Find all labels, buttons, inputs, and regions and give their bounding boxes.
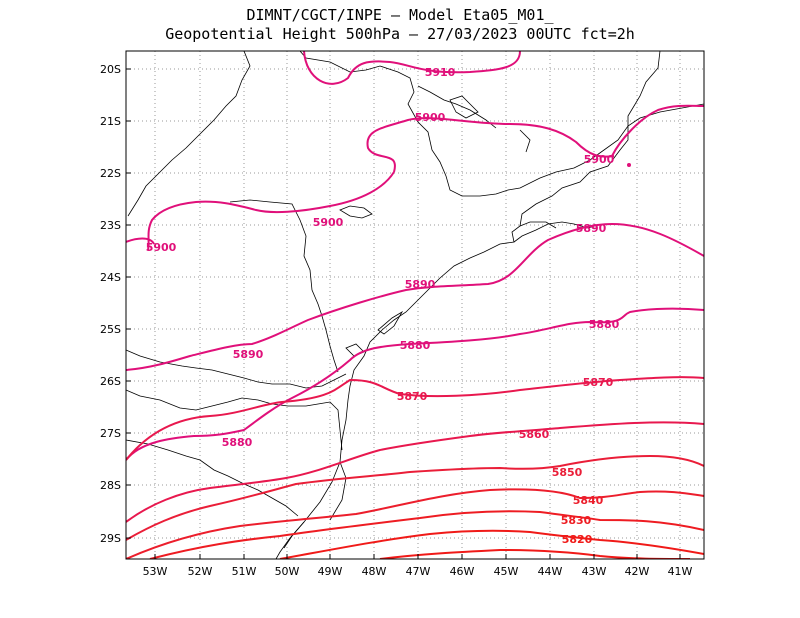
map-title-line-1: DIMNT/CGCT/INPE – Model Eta05_M01_	[246, 6, 554, 24]
contour-label: 5840	[573, 494, 604, 507]
contour-label: 5820	[562, 533, 593, 546]
lat-label: 24S	[100, 271, 121, 284]
contour-5810	[379, 548, 691, 559]
contour-label: 5890	[405, 278, 436, 291]
lat-label: 21S	[100, 115, 121, 128]
lon-label: 51W	[232, 565, 257, 578]
contour-label: 5900	[584, 153, 615, 166]
longitude-labels: 53W 52W 51W 50W 49W 48W 47W 46W 45W 44W …	[143, 565, 693, 578]
lon-label: 46W	[450, 565, 475, 578]
lon-label: 47W	[406, 565, 431, 578]
contour-label: 5880	[222, 436, 253, 449]
contour-5850	[126, 454, 704, 541]
contour-5870	[126, 376, 704, 461]
contour-5900-east	[611, 104, 704, 157]
height-contours	[126, 51, 704, 559]
lon-label: 52W	[188, 565, 213, 578]
contour-label: 5900	[146, 241, 177, 254]
contour-labels: 5910 5900 5900 5900 5900 5890 5890 5890 …	[146, 66, 620, 546]
contour-label: 5880	[589, 318, 620, 331]
contour-label: 5870	[583, 376, 614, 389]
contour-label: 5890	[576, 222, 607, 235]
lat-label: 26S	[100, 375, 121, 388]
lon-label: 42W	[625, 565, 650, 578]
contour-label: 5880	[400, 339, 431, 352]
map-title-line-2: Geopotential Height 500hPa – 27/03/2023 …	[165, 25, 635, 43]
plot-frame	[125, 50, 705, 560]
lon-label: 44W	[538, 565, 563, 578]
lat-label: 27S	[100, 427, 121, 440]
lon-label: 49W	[318, 565, 343, 578]
lat-label: 29S	[100, 532, 121, 545]
contour-5900-west	[126, 237, 155, 245]
contour-label: 5900	[415, 111, 446, 124]
contour-5860	[126, 421, 704, 523]
lon-label: 53W	[143, 565, 168, 578]
contour-5900-loop	[366, 117, 615, 173]
lat-label: 28S	[100, 479, 121, 492]
contour-label: 5910	[425, 66, 456, 79]
lat-label: 23S	[100, 219, 121, 232]
lon-label: 45W	[494, 565, 519, 578]
lon-label: 50W	[275, 565, 300, 578]
contour-label: 5830	[561, 514, 592, 527]
latitude-labels: 20S 21S 22S 23S 24S 25S 26S 27S 28S 29S	[100, 63, 121, 545]
contour-label: 5860	[519, 428, 550, 441]
contour-5910	[303, 51, 521, 85]
lon-label: 43W	[582, 565, 607, 578]
lon-label: 48W	[362, 565, 387, 578]
coastline-and-borders	[126, 51, 704, 559]
marker-dot	[627, 163, 631, 167]
contour-5900-north	[147, 171, 395, 251]
contour-5820	[279, 529, 704, 559]
axis-ticks	[126, 68, 681, 559]
contour-5840	[126, 488, 704, 559]
contour-5890	[126, 222, 704, 371]
graticule	[126, 51, 704, 559]
lat-label: 20S	[100, 63, 121, 76]
lon-label: 41W	[668, 565, 693, 578]
contour-label: 5890	[233, 348, 264, 361]
contour-label: 5850	[552, 466, 583, 479]
lat-label: 25S	[100, 323, 121, 336]
contour-label: 5870	[397, 390, 428, 403]
contour-label: 5900	[313, 216, 344, 229]
contour-5830	[149, 510, 704, 559]
lat-label: 22S	[100, 167, 121, 180]
contour-5880	[126, 307, 704, 461]
